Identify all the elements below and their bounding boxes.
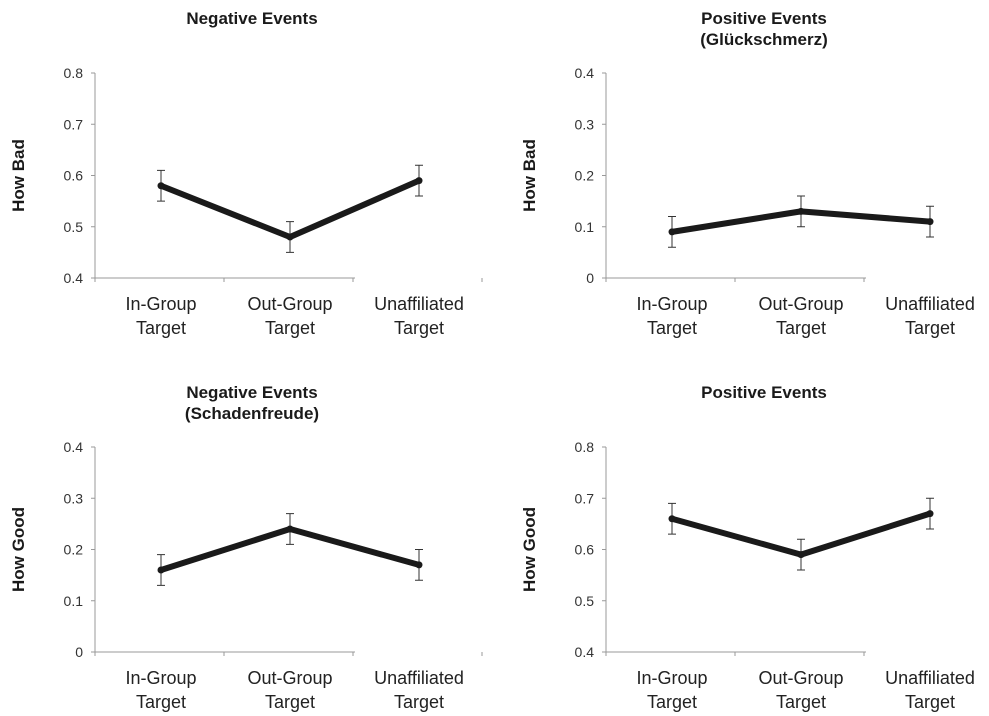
chart-1-data-point [286, 233, 294, 241]
chart-4-y-tick-label: 0.6 [575, 542, 595, 558]
chart-3-data-point [415, 561, 423, 569]
chart-1-y-tick-label: 0.6 [64, 168, 84, 184]
chart-4-y-tick-label: 0.4 [575, 644, 595, 660]
chart-1-y-tick-label: 0.4 [64, 270, 84, 286]
chart-3-category-label: Unaffiliated [374, 668, 464, 688]
chart-4-category-label: Target [647, 692, 697, 712]
chart-1-category-label: Target [394, 318, 444, 338]
chart-1-y-tick-label: 0.8 [64, 65, 84, 81]
chart-4-data-point [926, 510, 934, 518]
chart-3-y-axis-label: How Good [9, 507, 28, 592]
chart-2-data-point [926, 218, 934, 226]
chart-2-y-axis-label: How Bad [520, 139, 539, 212]
chart-2-category-label: Out-Group [758, 294, 843, 314]
chart-3-title-line: Negative Events [186, 383, 317, 402]
chart-3-y-tick-label: 0.3 [64, 490, 84, 506]
chart-4-y-tick-label: 0.8 [575, 439, 595, 455]
chart-1-y-axis-label: How Bad [9, 139, 28, 212]
chart-2-category-label: In-Group [636, 294, 707, 314]
chart-1-category-label: Out-Group [247, 294, 332, 314]
chart-1-category-label: Target [136, 318, 186, 338]
chart-4-data-point [797, 551, 805, 559]
chart-3-title-line: (Schadenfreude) [185, 404, 319, 423]
chart-4-title-line: Positive Events [701, 383, 827, 402]
chart-2-data-point [668, 228, 676, 236]
chart-2-y-tick-label: 0.1 [575, 219, 595, 235]
chart-2-category-label: Target [647, 318, 697, 338]
chart-3-y-tick-label: 0 [75, 644, 83, 660]
chart-3-category-label: Target [265, 692, 315, 712]
chart-2-category-label: Target [905, 318, 955, 338]
chart-3-y-tick-label: 0.4 [64, 439, 84, 455]
chart-4-data-point [668, 515, 676, 523]
chart-3-y-tick-label: 0.1 [64, 593, 84, 609]
chart-3-category-label: In-Group [125, 668, 196, 688]
chart-2-category-label: Target [776, 318, 826, 338]
chart-2-data-point [797, 207, 805, 215]
chart-3-y-tick-label: 0.2 [64, 542, 84, 558]
chart-4-category-label: Target [905, 692, 955, 712]
chart-4-category-label: Target [776, 692, 826, 712]
chart-2-y-tick-label: 0.3 [575, 116, 595, 132]
chart-3-data-point [286, 525, 294, 533]
chart-2-y-tick-label: 0 [586, 270, 594, 286]
chart-1-data-point [415, 177, 423, 185]
chart-2-title-line: Positive Events [701, 9, 827, 28]
chart-2-y-tick-label: 0.4 [575, 65, 595, 81]
chart-4-category-label: Unaffiliated [885, 668, 975, 688]
chart-2-category-label: Unaffiliated [885, 294, 975, 314]
chart-1-category-label: Unaffiliated [374, 294, 464, 314]
chart-3-category-label: Target [394, 692, 444, 712]
chart-1-category-label: Target [265, 318, 315, 338]
chart-1-category-label: In-Group [125, 294, 196, 314]
chart-4-y-tick-label: 0.5 [575, 593, 595, 609]
chart-3-category-label: Target [136, 692, 186, 712]
chart-1-y-tick-label: 0.7 [64, 116, 84, 132]
chart-1-y-tick-label: 0.5 [64, 219, 84, 235]
chart-4-category-label: Out-Group [758, 668, 843, 688]
chart-3-category-label: Out-Group [247, 668, 332, 688]
chart-4-y-tick-label: 0.7 [575, 490, 595, 506]
chart-2-y-tick-label: 0.2 [575, 168, 595, 184]
chart-1-data-point [157, 182, 165, 190]
chart-3-data-point [157, 566, 165, 574]
chart-4-y-axis-label: How Good [520, 507, 539, 592]
chart-2-title-line: (Glückschmerz) [700, 30, 828, 49]
chart-4-category-label: In-Group [636, 668, 707, 688]
chart-1-title-line: Negative Events [186, 9, 317, 28]
